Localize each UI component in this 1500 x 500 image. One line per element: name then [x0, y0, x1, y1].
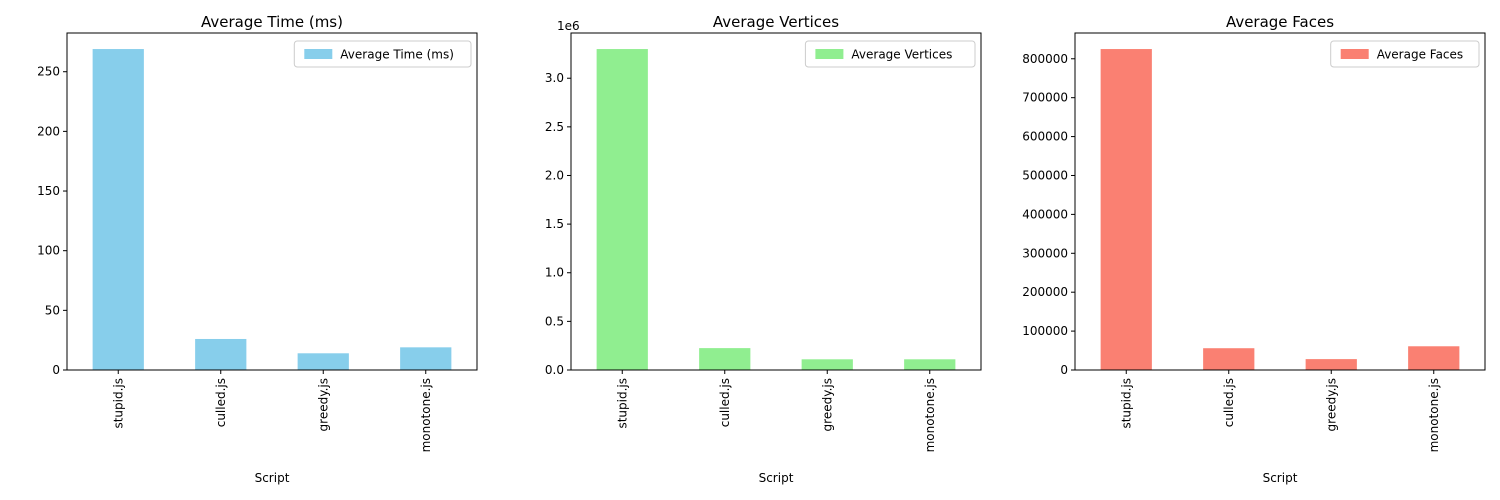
legend-swatch: [815, 49, 844, 59]
x-tick-label: monotone.js: [1427, 378, 1441, 452]
axes-frame: [1074, 32, 1486, 371]
bar-monotone-js: [1408, 346, 1460, 370]
y-tick-label: 300000: [1022, 246, 1068, 260]
legend-swatch: [1340, 49, 1369, 59]
y-tick-label: 1.5: [545, 217, 564, 231]
bar-stupid-js: [92, 49, 144, 371]
y-tick-label: 50: [45, 303, 60, 317]
bar-culled-js: [699, 348, 751, 370]
y-tick-label: 3.0: [545, 71, 564, 85]
bar-culled-js: [1203, 348, 1255, 370]
bar-monotone-js: [904, 359, 956, 370]
y-tick-label: 200000: [1022, 285, 1068, 299]
bar-culled-js: [195, 338, 247, 370]
x-tick-label: monotone.js: [923, 378, 937, 452]
legend: Average Time (ms): [293, 40, 472, 68]
x-tick-label: stupid.js: [111, 378, 125, 429]
y-tick-label: 250: [37, 65, 60, 79]
x-axis-label: Script: [1263, 471, 1298, 485]
bar-monotone-js: [400, 347, 452, 370]
x-axis-label: Script: [759, 471, 794, 485]
x-tick-label: monotone.js: [419, 378, 433, 452]
y-tick-label: 0: [1060, 363, 1068, 377]
axes-frame: [66, 32, 478, 371]
chart-title: Average Time (ms): [201, 13, 343, 31]
y-tick-label: 2.0: [545, 168, 564, 182]
x-tick-label: greedy.js: [316, 378, 330, 431]
x-tick-label: stupid.js: [1119, 378, 1133, 429]
y-tick-label: 150: [37, 184, 60, 198]
legend-label: Average Faces: [1377, 48, 1463, 62]
chart-panel-1: 0 50 100 150 200 250 stupid.js culled.js greedy.…: [37, 13, 478, 485]
y-tick-label: 100000: [1022, 324, 1068, 338]
chart-panel-3: 0 100000 200000 300000 400000 500000 600000 700…: [1022, 13, 1486, 485]
y-tick-label: 100: [37, 244, 60, 258]
bar-greedy-js: [1305, 359, 1357, 370]
x-tick-label: greedy.js: [820, 378, 834, 431]
y-tick-label: 800000: [1022, 52, 1068, 66]
legend: Average Faces: [1330, 40, 1480, 68]
legend-swatch: [304, 49, 333, 59]
legend-label: Average Vertices: [851, 48, 952, 62]
y-tick-label: 1.0: [545, 266, 564, 280]
legend-label: Average Time (ms): [340, 48, 454, 62]
x-tick-label: culled.js: [214, 378, 228, 427]
bar-greedy-js: [297, 353, 349, 370]
legend-box: [293, 40, 472, 68]
y-tick-label: 2.5: [545, 120, 564, 134]
x-tick-label: greedy.js: [1324, 378, 1338, 431]
chart-title: Average Vertices: [713, 13, 839, 31]
y-tick-label: 0.5: [545, 314, 564, 328]
y-tick-label: 500000: [1022, 168, 1068, 182]
x-tick-label: culled.js: [718, 378, 732, 427]
y-tick-label: 200: [37, 124, 60, 138]
legend-box: [1330, 40, 1480, 68]
y-tick-label: 0: [52, 363, 60, 377]
y-tick-label: 600000: [1022, 130, 1068, 144]
x-tick-label: culled.js: [1222, 378, 1236, 427]
y-tick-label: 0.0: [545, 363, 564, 377]
y-offset-label: 1e6: [557, 19, 580, 33]
legend-box: [804, 40, 976, 68]
bar-greedy-js: [801, 359, 853, 370]
bar-stupid-js: [596, 49, 648, 371]
axes-frame: [570, 32, 982, 371]
y-tick-label: 700000: [1022, 91, 1068, 105]
legend: Average Vertices: [804, 40, 976, 68]
chart-title: Average Faces: [1226, 13, 1334, 31]
x-tick-label: stupid.js: [615, 378, 629, 429]
bar-stupid-js: [1100, 49, 1152, 371]
x-axis-label: Script: [255, 471, 290, 485]
chart-panel-2: 0.0 0.5 1.0 1.5 2.0 2.5 3.0 stupid.js culled.js g…: [545, 13, 982, 485]
y-tick-label: 400000: [1022, 207, 1068, 221]
